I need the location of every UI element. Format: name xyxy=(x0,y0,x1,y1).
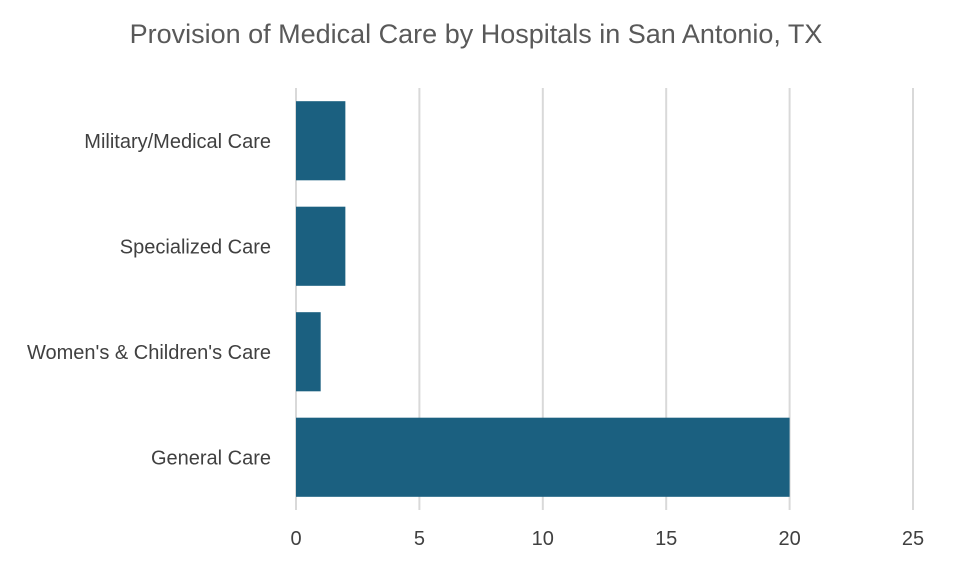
bar xyxy=(296,312,321,392)
bars xyxy=(296,101,790,497)
x-tick-label: 0 xyxy=(290,528,301,550)
category-label: Military/Medical Care xyxy=(84,131,271,153)
category-label: Women's & Children's Care xyxy=(27,342,271,364)
bar xyxy=(296,101,346,181)
category-labels: Military/Medical Care Specialized Care Wom… xyxy=(27,131,271,470)
x-tick-label: 15 xyxy=(655,528,677,550)
x-tick-label: 20 xyxy=(778,528,800,550)
chart-title: Provision of Medical Care by Hospitals i… xyxy=(130,19,823,49)
x-tick-label: 10 xyxy=(532,528,554,550)
x-tick-label: 5 xyxy=(414,528,425,550)
bar xyxy=(296,206,346,286)
category-label: Specialized Care xyxy=(120,236,271,258)
category-label: General Care xyxy=(151,447,271,469)
x-tick-labels: 0 5 10 15 20 25 xyxy=(290,528,924,550)
bar xyxy=(296,417,790,497)
x-tick-label: 25 xyxy=(902,528,924,550)
